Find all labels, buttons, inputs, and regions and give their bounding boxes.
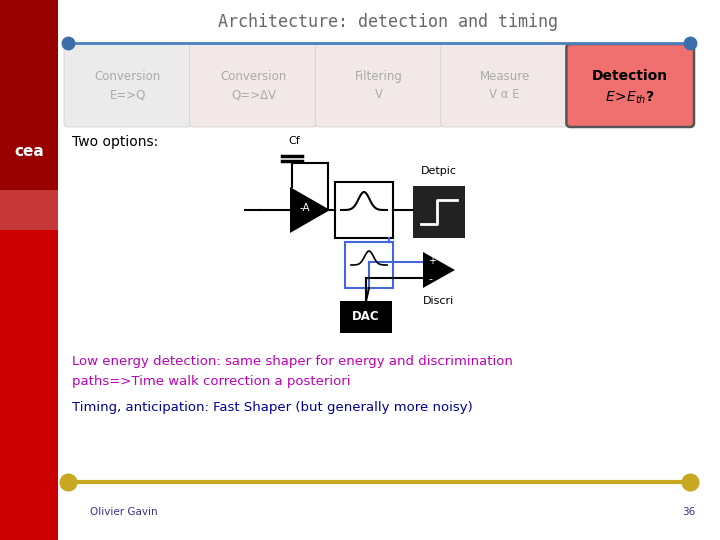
Bar	[413, 186, 465, 238]
Text: +: +	[428, 256, 436, 266]
Text: Olivier Gavin: Olivier Gavin	[90, 507, 158, 517]
Text: Q=>ΔV: Q=>ΔV	[231, 88, 276, 101]
Text: Low energy detection: same shaper for energy and discrimination: Low energy detection: same shaper for en…	[72, 355, 513, 368]
Bar	[0, 0, 58, 540]
Text: 36: 36	[682, 507, 695, 517]
FancyBboxPatch shape	[441, 44, 568, 127]
FancyBboxPatch shape	[567, 44, 694, 127]
Text: E=>Q: E=>Q	[109, 88, 146, 101]
Text: Filtering: Filtering	[355, 70, 403, 83]
Text: Detection: Detection	[592, 69, 668, 83]
Polygon shape	[290, 187, 330, 233]
Bar	[335, 182, 393, 238]
Text: Conversion: Conversion	[220, 70, 287, 83]
FancyBboxPatch shape	[189, 44, 318, 127]
Text: Cf: Cf	[288, 136, 300, 146]
FancyBboxPatch shape	[64, 44, 192, 127]
Text: V α E: V α E	[490, 88, 520, 101]
Bar	[0, 0, 58, 190]
Text: Timing, anticipation: Fast Shaper (but generally more noisy): Timing, anticipation: Fast Shaper (but g…	[72, 402, 473, 415]
Text: -: -	[428, 274, 432, 284]
Polygon shape	[423, 252, 455, 288]
Text: Measure: Measure	[480, 70, 530, 83]
Text: $E\!>\!E_{th}$?: $E\!>\!E_{th}$?	[606, 89, 655, 106]
Text: V: V	[375, 88, 383, 101]
Text: Discri: Discri	[423, 296, 454, 306]
FancyBboxPatch shape	[315, 44, 443, 127]
Text: Two options:: Two options:	[72, 135, 158, 149]
Text: Conversion: Conversion	[94, 70, 161, 83]
Text: -A: -A	[300, 203, 310, 213]
Text: Detpic: Detpic	[421, 166, 457, 176]
Bar	[345, 242, 393, 288]
Text: paths=>Time walk correction a posteriori: paths=>Time walk correction a posteriori	[72, 375, 351, 388]
Text: Architecture: detection and timing: Architecture: detection and timing	[218, 13, 558, 31]
Bar	[340, 301, 392, 333]
Text: cea: cea	[14, 145, 44, 159]
Bar	[0, 190, 58, 230]
Text: DAC: DAC	[352, 310, 380, 323]
